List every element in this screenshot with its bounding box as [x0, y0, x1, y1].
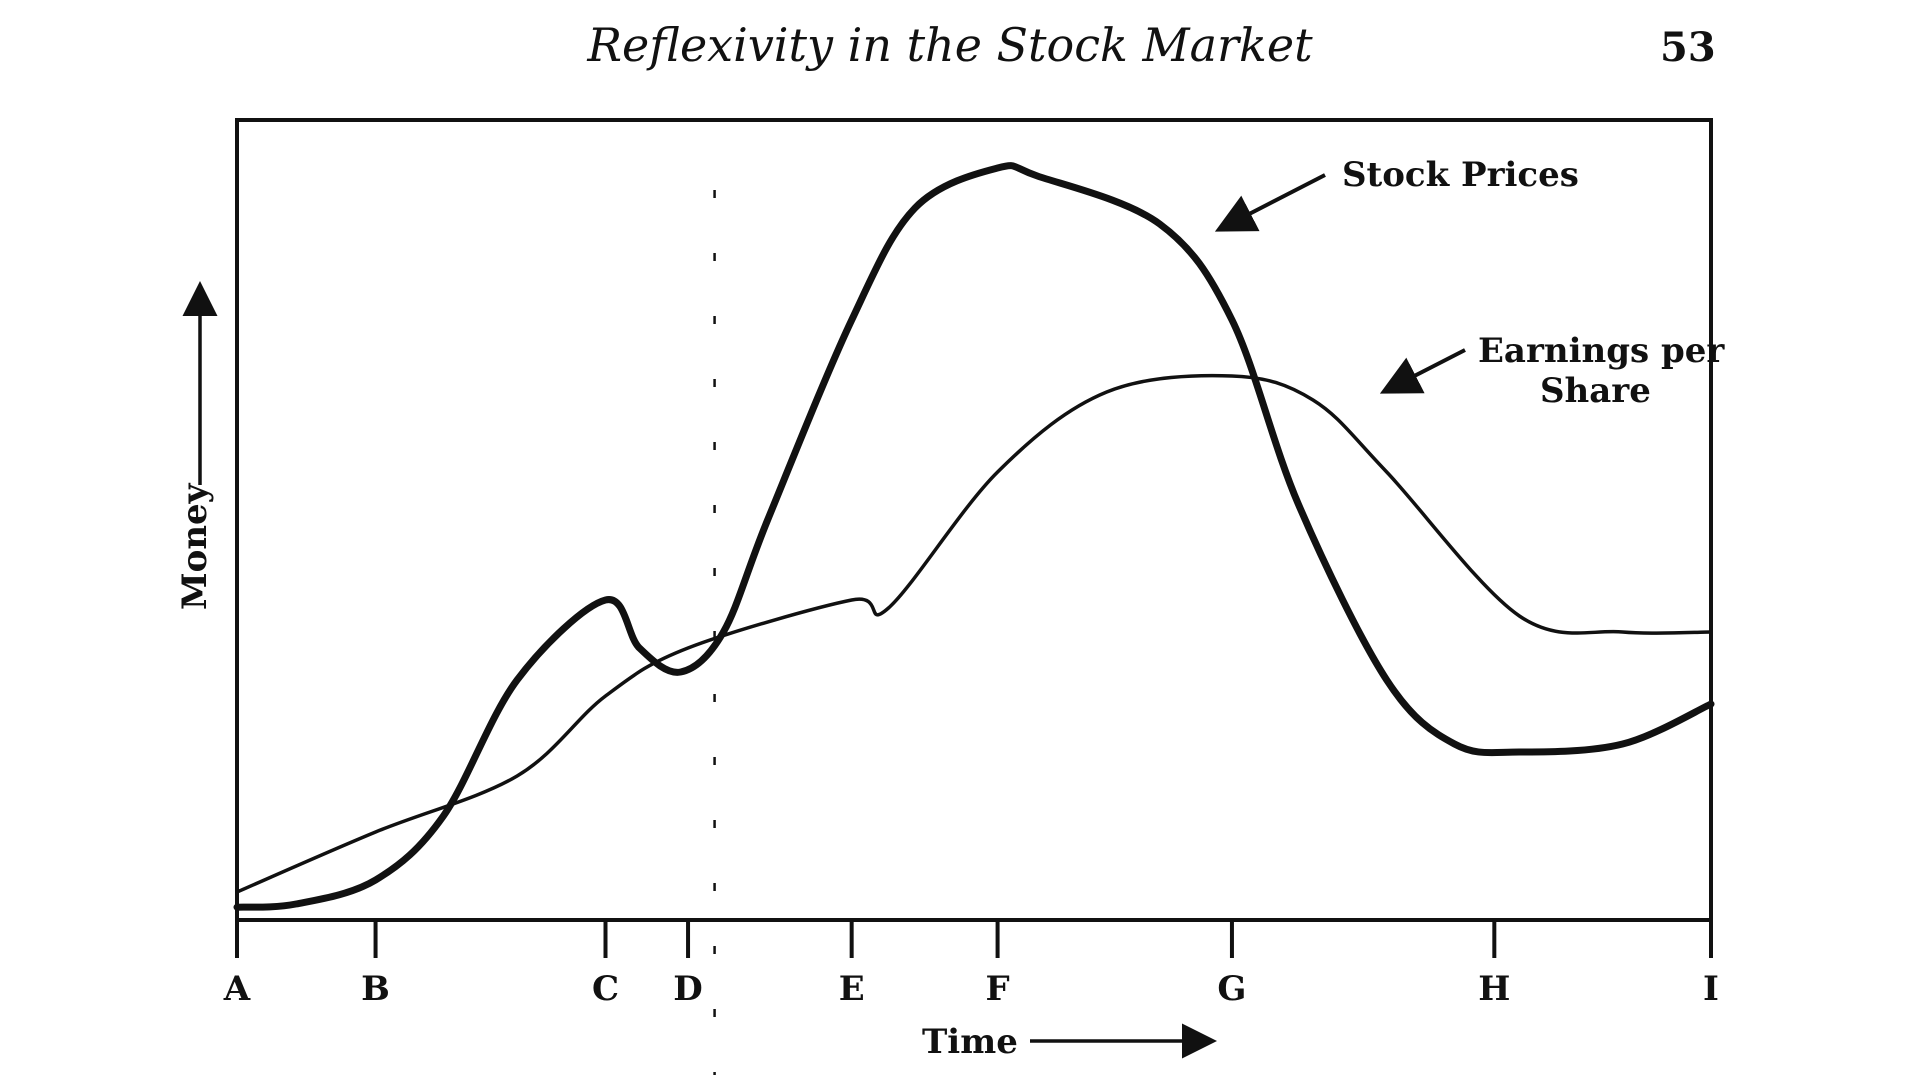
annotation-arrow-earnings	[1379, 348, 1466, 394]
x-axis-ticks: A B C D E F G H I	[223, 920, 1719, 1009]
annotation-stock-prices: Stock Prices	[1214, 155, 1579, 232]
x-axis-title: Time	[922, 1022, 1018, 1062]
x-tick-label-e: E	[839, 969, 865, 1009]
x-tick-label-d: D	[673, 969, 702, 1009]
series-line-earnings-per-share	[236, 373, 1712, 894]
annotation-label-stock-prices: Stock Prices	[1342, 155, 1579, 195]
series-line-stock-prices	[233, 162, 1715, 911]
x-tick-label-c: C	[592, 969, 619, 1009]
plot-frame	[235, 118, 1713, 922]
annotation-arrow-stock-prices	[1214, 173, 1326, 232]
annotation-label-earnings-line1: Earnings per	[1478, 331, 1725, 371]
running-title: Reflexivity in the Stock Market	[587, 18, 1313, 72]
x-tick-label-i: I	[1703, 969, 1719, 1009]
annotation-label-earnings-line2: Share	[1540, 371, 1651, 411]
annotation-earnings-per-share: Earnings per Share	[1379, 331, 1725, 411]
page-header: Reflexivity in the Stock Market 53	[0, 0, 1920, 100]
x-tick-label-g: G	[1217, 969, 1246, 1009]
x-tick-label-h: H	[1478, 969, 1510, 1009]
page-number: 53	[1660, 24, 1716, 71]
y-axis-title: Money	[175, 482, 215, 610]
x-tick-label-a: A	[223, 969, 251, 1009]
x-tick-label-b: B	[361, 969, 390, 1009]
x-tick-label-f: F	[986, 969, 1010, 1009]
